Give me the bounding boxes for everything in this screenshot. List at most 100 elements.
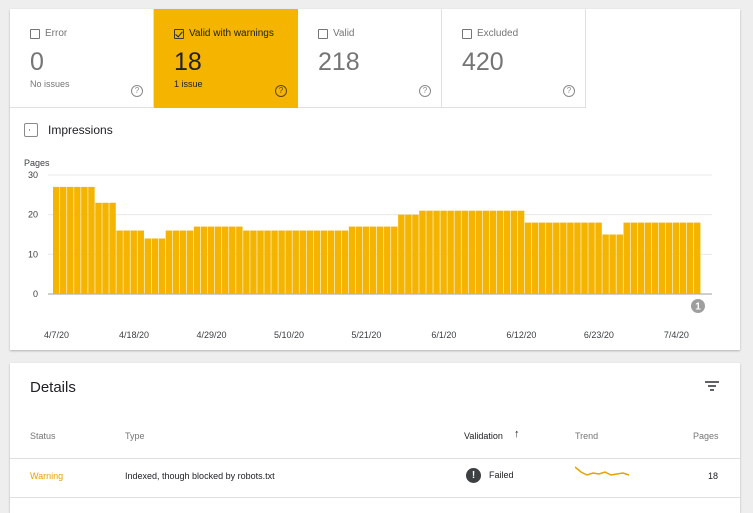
- bar[interactable]: [200, 226, 208, 294]
- tile-valid-with-warnings[interactable]: Valid with warnings 18 1 issue ?: [154, 9, 298, 108]
- bar[interactable]: [102, 202, 109, 294]
- bar[interactable]: [186, 230, 194, 294]
- bar[interactable]: [60, 186, 67, 294]
- bar[interactable]: [334, 230, 342, 294]
- bar[interactable]: [116, 230, 123, 294]
- bar[interactable]: [320, 230, 328, 294]
- bar[interactable]: [496, 210, 504, 294]
- bar[interactable]: [595, 222, 602, 294]
- bar[interactable]: [524, 222, 532, 294]
- sort-arrow-up-icon[interactable]: ↑: [514, 428, 520, 440]
- bar[interactable]: [109, 202, 116, 294]
- bar[interactable]: [440, 210, 447, 294]
- bar[interactable]: [264, 230, 271, 294]
- bar[interactable]: [426, 210, 433, 294]
- bar[interactable]: [384, 226, 391, 294]
- bar[interactable]: [207, 226, 215, 294]
- bar[interactable]: [602, 234, 609, 295]
- column-header-status[interactable]: Status: [30, 431, 56, 441]
- bar[interactable]: [130, 230, 137, 294]
- bar[interactable]: [517, 210, 525, 294]
- bar[interactable]: [391, 226, 398, 294]
- bar[interactable]: [405, 214, 412, 294]
- bar[interactable]: [327, 230, 335, 294]
- bar[interactable]: [355, 226, 363, 294]
- bar[interactable]: [144, 238, 152, 294]
- bar[interactable]: [236, 226, 243, 294]
- bar[interactable]: [377, 226, 384, 294]
- column-header-pages[interactable]: Pages: [693, 431, 719, 441]
- bar[interactable]: [285, 230, 292, 294]
- bar[interactable]: [567, 222, 574, 294]
- help-icon[interactable]: ?: [131, 85, 143, 97]
- bar[interactable]: [679, 222, 687, 294]
- bar[interactable]: [665, 222, 673, 294]
- bar[interactable]: [292, 230, 299, 294]
- tile-excluded-checkbox[interactable]: [462, 29, 472, 39]
- bar[interactable]: [362, 226, 370, 294]
- bar[interactable]: [369, 226, 377, 294]
- bar[interactable]: [179, 230, 187, 294]
- tile-error-checkbox[interactable]: [30, 29, 40, 39]
- bar[interactable]: [672, 222, 680, 294]
- bar[interactable]: [531, 222, 539, 294]
- filter-icon[interactable]: [705, 380, 719, 392]
- bar[interactable]: [447, 210, 454, 294]
- tile-excluded[interactable]: Excluded 420 ?: [442, 9, 586, 108]
- bar[interactable]: [468, 210, 476, 294]
- tile-warnings-checkbox[interactable]: [174, 29, 184, 39]
- bar[interactable]: [637, 222, 645, 294]
- bar[interactable]: [158, 238, 166, 294]
- help-icon[interactable]: ?: [419, 85, 431, 97]
- impressions-toggle[interactable]: Impressions: [24, 123, 113, 137]
- bar[interactable]: [609, 234, 616, 295]
- tile-error[interactable]: Error 0 No issues ?: [10, 9, 154, 108]
- column-header-type[interactable]: Type: [125, 431, 145, 441]
- bar[interactable]: [193, 226, 201, 294]
- bar[interactable]: [243, 230, 250, 294]
- bar[interactable]: [151, 238, 159, 294]
- column-header-validation[interactable]: Validation: [464, 431, 503, 441]
- bar[interactable]: [165, 230, 173, 294]
- bar[interactable]: [686, 222, 694, 294]
- bar[interactable]: [412, 214, 419, 294]
- bar[interactable]: [574, 222, 581, 294]
- bar[interactable]: [693, 222, 701, 294]
- bar[interactable]: [257, 230, 264, 294]
- annotation-marker[interactable]: 1: [691, 299, 705, 313]
- bar[interactable]: [53, 186, 60, 294]
- help-icon[interactable]: ?: [563, 85, 575, 97]
- bar[interactable]: [553, 222, 560, 294]
- bar[interactable]: [482, 210, 490, 294]
- bar[interactable]: [88, 186, 95, 294]
- tile-valid[interactable]: Valid 218 ?: [298, 9, 442, 108]
- bar[interactable]: [503, 210, 511, 294]
- bar[interactable]: [454, 210, 461, 294]
- bar[interactable]: [475, 210, 483, 294]
- bar[interactable]: [461, 210, 468, 294]
- bar[interactable]: [539, 222, 546, 294]
- bar[interactable]: [560, 222, 567, 294]
- bar[interactable]: [419, 210, 426, 294]
- bar[interactable]: [67, 186, 74, 294]
- bar[interactable]: [215, 226, 222, 294]
- bar[interactable]: [299, 230, 306, 294]
- bar[interactable]: [510, 210, 518, 294]
- bar[interactable]: [123, 230, 130, 294]
- bar[interactable]: [644, 222, 652, 294]
- help-icon[interactable]: ?: [275, 85, 287, 97]
- bar[interactable]: [623, 222, 630, 294]
- impressions-checkbox[interactable]: [24, 123, 38, 137]
- bar[interactable]: [172, 230, 180, 294]
- bar[interactable]: [616, 234, 623, 295]
- bar[interactable]: [271, 230, 278, 294]
- bar[interactable]: [433, 210, 440, 294]
- bar[interactable]: [489, 210, 497, 294]
- tile-valid-checkbox[interactable]: [318, 29, 328, 39]
- bar[interactable]: [250, 230, 257, 294]
- bar[interactable]: [630, 222, 638, 294]
- bar[interactable]: [348, 226, 356, 294]
- bar[interactable]: [658, 222, 666, 294]
- bar[interactable]: [95, 202, 102, 294]
- bar[interactable]: [398, 214, 405, 294]
